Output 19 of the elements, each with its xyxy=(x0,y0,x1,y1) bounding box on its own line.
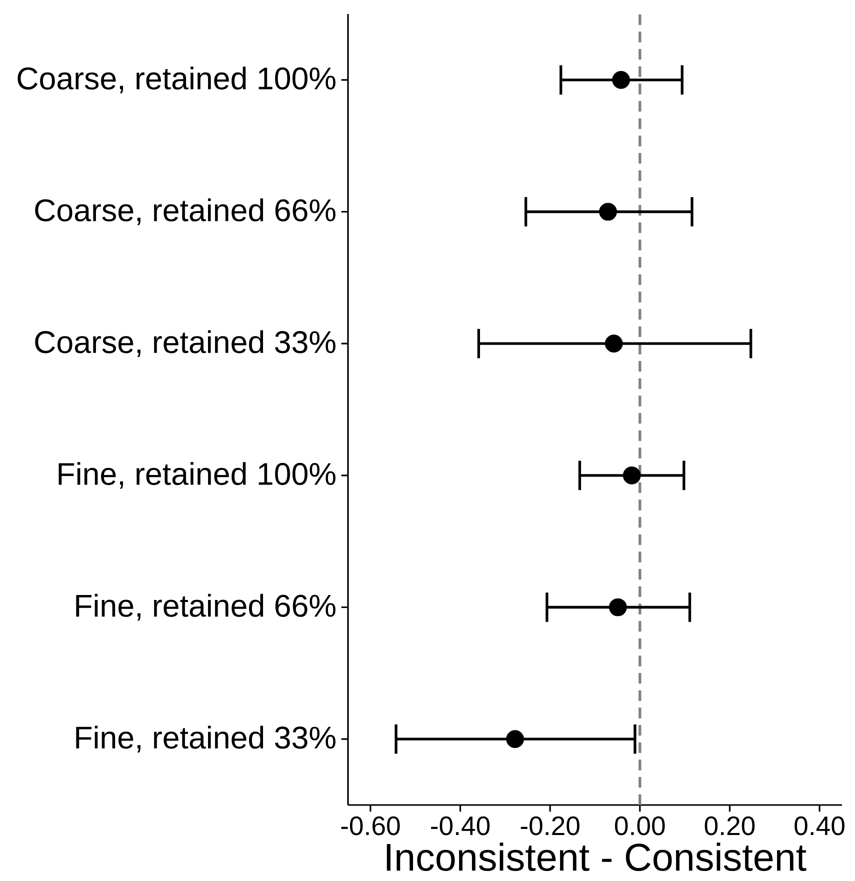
y-tick-label: Fine, retained 33% xyxy=(76,726,336,752)
x-tick-label: 0.40 xyxy=(794,816,844,836)
y-tick-label: Coarse, retained 33% xyxy=(35,330,336,357)
x-tick-label: -0.60 xyxy=(341,816,400,836)
y-tick-label: Fine, retained 100% xyxy=(58,462,336,489)
point xyxy=(612,70,630,89)
point xyxy=(608,598,627,616)
x-tick-label: 0.20 xyxy=(704,816,755,836)
x-axis-title: Inconsistent - Consistent xyxy=(386,842,806,872)
point xyxy=(604,334,623,353)
y-tick-label: Fine, retained 66% xyxy=(76,594,336,621)
x-tick-label: -0.20 xyxy=(520,816,580,836)
y-tick-label: Coarse, retained 100% xyxy=(18,66,336,94)
point xyxy=(599,202,617,221)
point xyxy=(506,730,524,748)
y-tick-label: Coarse, retained 66% xyxy=(35,198,336,226)
x-tick-label: 0.00 xyxy=(615,816,665,836)
x-tick-label: -0.40 xyxy=(431,816,490,836)
point xyxy=(622,466,641,484)
